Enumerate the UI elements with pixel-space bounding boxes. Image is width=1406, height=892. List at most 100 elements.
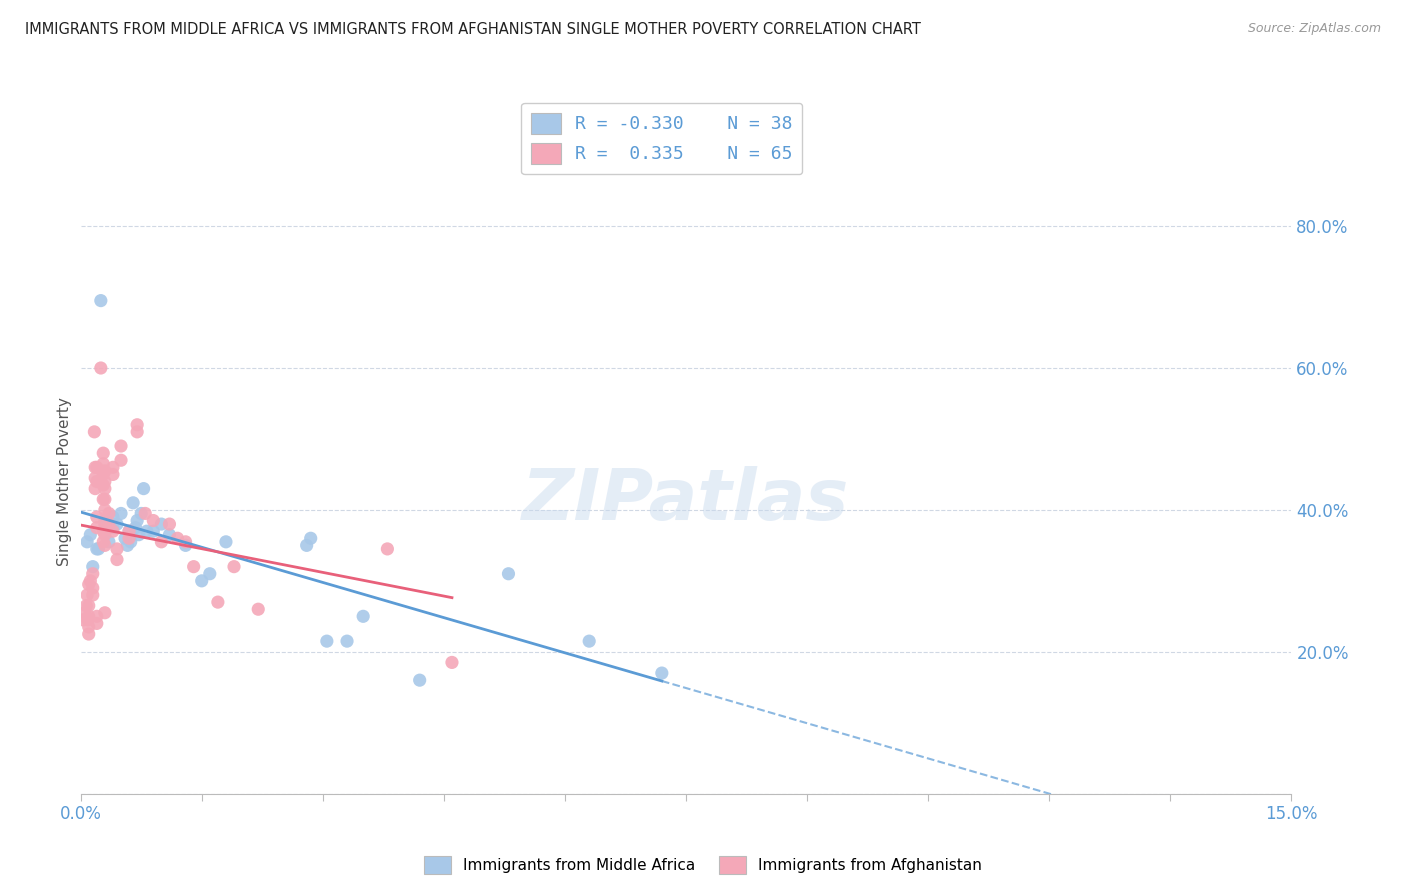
Point [77,620,100,634]
Point [247,602,270,616]
Point [86,616,108,631]
Point [77,627,100,641]
Point [127,514,149,528]
Point [207,595,229,609]
Point [222,559,245,574]
Point [105,552,128,566]
Point [651,666,673,681]
Point [440,656,463,670]
Point [101,524,124,538]
Point [82,581,104,595]
Point [86,460,108,475]
Point [77,613,100,627]
Point [94,503,117,517]
Point [118,524,141,538]
Point [91,457,114,471]
Point [77,577,100,591]
Point [82,588,104,602]
Point [76,588,98,602]
Point [91,467,114,482]
Point [183,559,205,574]
Point [77,609,100,624]
Point [86,541,108,556]
Y-axis label: Single Mother Poverty: Single Mother Poverty [58,397,72,566]
Point [129,507,152,521]
Point [91,446,114,460]
Point [86,510,108,524]
Point [94,514,117,528]
Point [150,534,173,549]
Point [118,524,141,538]
Point [315,634,337,648]
Point [498,566,520,581]
Point [87,541,110,556]
Point [86,609,108,624]
Point [352,609,374,624]
Point [91,534,114,549]
Point [128,527,150,541]
Point [101,460,124,475]
Point [94,482,117,496]
Point [101,467,124,482]
Point [299,531,322,545]
Point [295,538,318,552]
Point [76,534,98,549]
Point [105,517,128,532]
Point [132,482,155,496]
Point [159,517,181,532]
Point [82,559,104,574]
Point [91,478,114,492]
Point [110,453,132,467]
Point [90,293,112,308]
Point [86,521,108,535]
Point [120,534,142,549]
Point [101,521,124,535]
Point [174,538,197,552]
Point [118,531,141,545]
Point [97,507,120,521]
Point [94,475,117,489]
Point [135,524,157,538]
Point [124,521,146,535]
Point [127,417,149,432]
Point [94,517,117,532]
Point [114,531,136,545]
Point [117,538,139,552]
Point [94,527,117,541]
Point [110,439,132,453]
Legend: Immigrants from Middle Africa, Immigrants from Afghanistan: Immigrants from Middle Africa, Immigrant… [418,850,988,880]
Point [94,538,117,552]
Point [377,541,399,556]
Point [150,517,173,532]
Point [174,534,197,549]
Point [97,534,120,549]
Point [84,460,107,475]
Point [101,510,124,524]
Point [82,566,104,581]
Point [91,492,114,507]
Point [91,524,114,538]
Point [94,464,117,478]
Point [94,492,117,507]
Point [94,606,117,620]
Point [110,507,132,521]
Text: Source: ZipAtlas.com: Source: ZipAtlas.com [1247,22,1381,36]
Point [127,425,149,439]
Point [90,361,112,376]
Point [73,606,96,620]
Point [408,673,430,688]
Point [159,527,181,541]
Point [84,471,107,485]
Point [215,534,238,549]
Point [142,524,165,538]
Point [84,482,107,496]
Point [97,517,120,532]
Point [79,574,101,588]
Point [578,634,600,648]
Point [198,566,221,581]
Point [142,514,165,528]
Point [75,599,97,613]
Text: ZIPatlas: ZIPatlas [523,466,849,534]
Point [72,613,94,627]
Text: IMMIGRANTS FROM MIDDLE AFRICA VS IMMIGRANTS FROM AFGHANISTAN SINGLE MOTHER POVER: IMMIGRANTS FROM MIDDLE AFRICA VS IMMIGRA… [25,22,921,37]
